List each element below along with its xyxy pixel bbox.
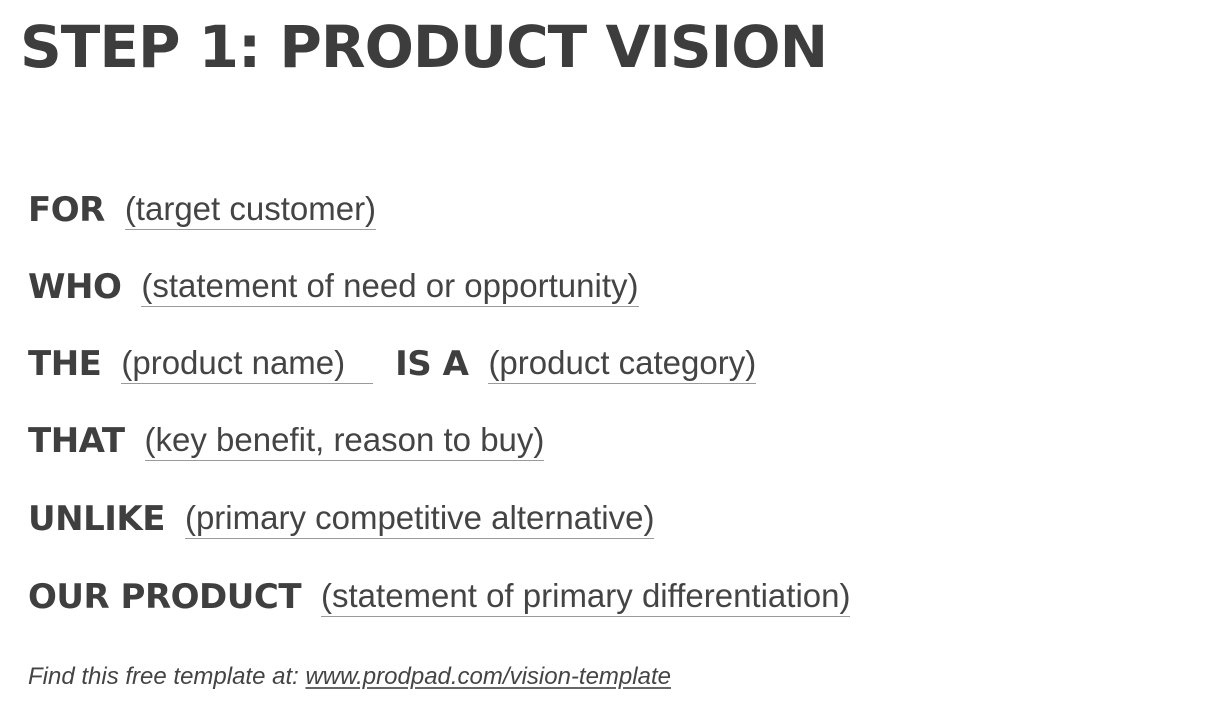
keyword-the: THE — [28, 344, 102, 384]
statement-row-that: THAT (key benefit, reason to buy) — [28, 411, 545, 461]
keyword-is-a: IS A — [395, 344, 469, 384]
keyword-unlike: UNLIKE — [28, 499, 165, 539]
statement-row-for: FOR (target customer) — [28, 180, 377, 230]
blank-competitive-alternative: (primary competitive alternative) — [184, 498, 655, 539]
blank-product-category: (product category) — [488, 343, 757, 384]
keyword-for: FOR — [28, 190, 105, 230]
statement-row-the: THE (product name) IS A (product categor… — [28, 334, 757, 384]
blank-key-benefit: (key benefit, reason to buy) — [144, 420, 545, 461]
keyword-our-product: OUR PRODUCT — [28, 577, 302, 617]
keyword-who: WHO — [28, 267, 122, 307]
blank-differentiation: (statement of primary differentiation) — [321, 576, 851, 617]
footer-prefix: Find this free template at: — [28, 663, 306, 690]
blank-target-customer: (target customer) — [124, 189, 377, 230]
page-title: STEP 1: PRODUCT VISION — [20, 13, 828, 81]
statement-row-unlike: UNLIKE (primary competitive alternative) — [28, 489, 655, 539]
keyword-that: THAT — [28, 421, 125, 461]
blank-need-or-opportunity: (statement of need or opportunity) — [141, 266, 639, 307]
statement-row-our-product: OUR PRODUCT (statement of primary differ… — [28, 567, 851, 617]
statement-row-who: WHO (statement of need or opportunity) — [28, 257, 639, 307]
footer-note: Find this free template at: www.prodpad.… — [28, 660, 671, 694]
template-link[interactable]: www.prodpad.com/vision-template — [305, 663, 671, 690]
blank-product-name: (product name) — [121, 343, 374, 384]
